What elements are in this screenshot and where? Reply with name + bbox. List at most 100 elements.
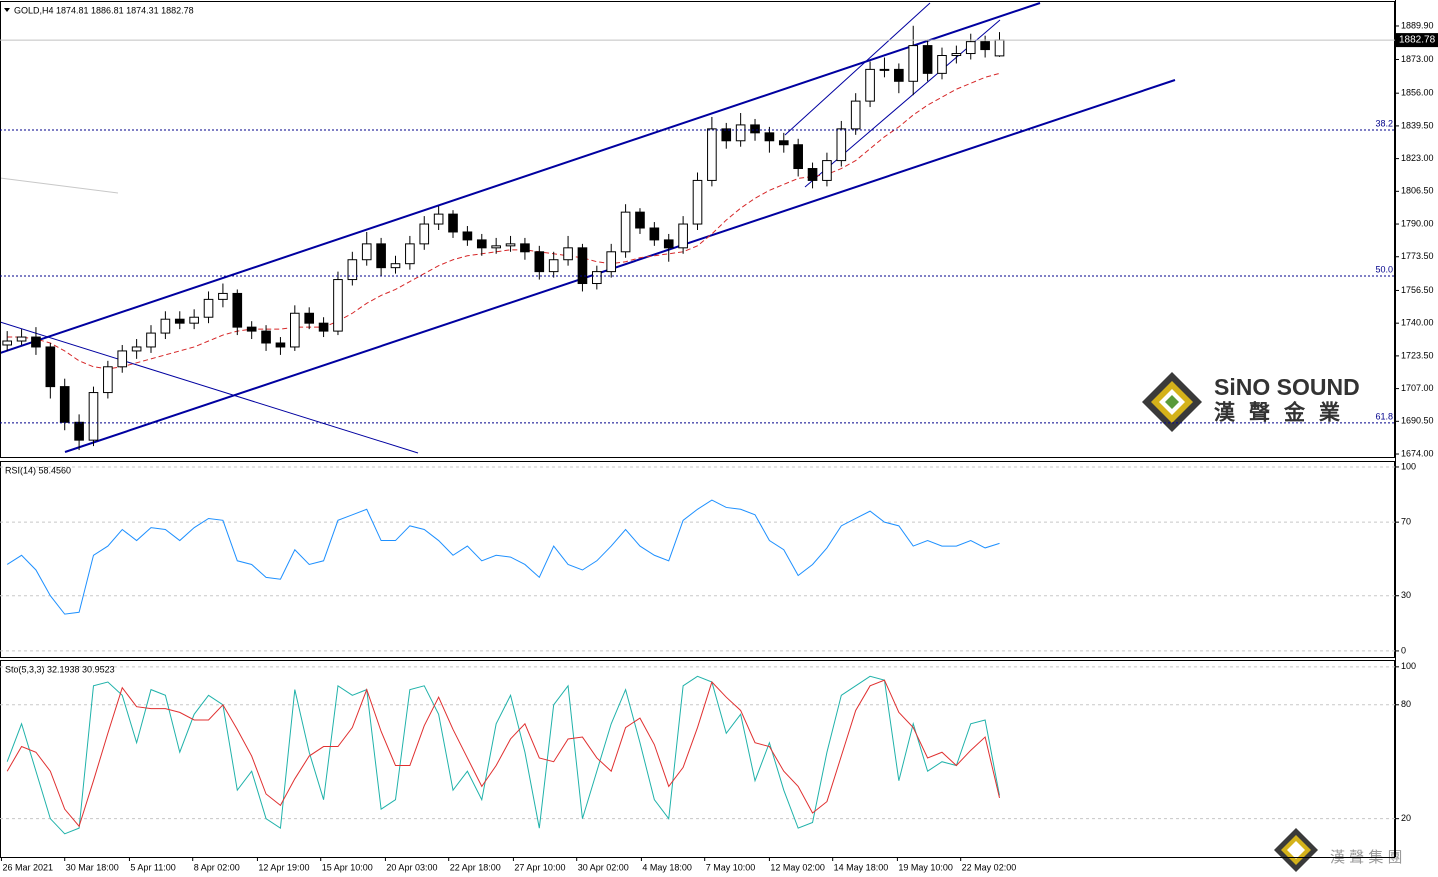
x-tick-label: 22 Apr 18:00 xyxy=(450,862,501,872)
candle-body xyxy=(462,231,473,241)
panel-frame xyxy=(0,1,1395,458)
y-tick-label: 1740.00 xyxy=(1401,318,1434,328)
y-tick-label: 1823.00 xyxy=(1401,153,1434,163)
candle-body xyxy=(793,144,803,170)
candle-body xyxy=(433,213,444,225)
candle-body xyxy=(994,39,1005,57)
candle-body xyxy=(548,259,559,273)
indicator-line xyxy=(6,499,1000,615)
x-tick-label: 26 Mar 2021 xyxy=(2,862,53,872)
candle-body xyxy=(778,140,789,146)
candle-body xyxy=(563,247,573,261)
last-price-label: 1882.78 xyxy=(1399,35,1436,46)
candle-body xyxy=(592,271,602,285)
x-tick-label: 4 May 18:00 xyxy=(642,862,692,872)
y-tick-label: 0 xyxy=(1401,645,1406,655)
candle-body xyxy=(491,245,501,249)
candle-body xyxy=(376,243,386,269)
level-label: 50.0 xyxy=(1375,264,1393,274)
candle-body xyxy=(174,318,185,324)
candle-body xyxy=(850,100,861,130)
drawings xyxy=(0,2,1176,454)
candle-body xyxy=(750,124,760,134)
candle-body xyxy=(692,179,703,225)
y-tick-label: 100 xyxy=(1401,661,1416,671)
candle-body xyxy=(606,251,617,273)
candle-body xyxy=(520,243,530,253)
candle-body xyxy=(649,227,660,241)
candle-body xyxy=(203,298,214,318)
y-tick-label: 1873.00 xyxy=(1401,54,1434,64)
candle-body xyxy=(405,243,415,265)
candle-body xyxy=(131,346,142,352)
candle-body xyxy=(189,316,199,324)
x-tick-label: 22 May 02:00 xyxy=(962,862,1017,872)
candle-body xyxy=(146,332,156,348)
candle-body xyxy=(965,41,976,55)
panel-title: GOLD,H4 1874.81 1886.81 1874.31 1882.78 xyxy=(14,5,194,15)
candle-body xyxy=(117,350,128,368)
candle-body xyxy=(476,239,487,249)
x-tick-label: 8 Apr 02:00 xyxy=(194,862,240,872)
candle-body xyxy=(822,160,832,181)
candle-body xyxy=(764,132,775,142)
candle-body xyxy=(721,128,732,142)
candle-body xyxy=(707,128,717,181)
x-tick-label: 5 Apr 11:00 xyxy=(130,862,175,872)
trend-line xyxy=(0,177,119,194)
candle-body xyxy=(735,124,746,142)
candle-body xyxy=(290,312,300,348)
logo-diamond xyxy=(1165,395,1179,409)
level-label: 38.2 xyxy=(1375,118,1393,128)
panel-frame xyxy=(0,461,1395,658)
x-tick-label: 30 Mar 18:00 xyxy=(66,862,119,872)
trend-line xyxy=(0,321,419,454)
indicator-line xyxy=(6,679,1000,828)
candle-body xyxy=(951,53,962,57)
y-tick-label: 1674.00 xyxy=(1401,448,1434,458)
y-tick-label: 70 xyxy=(1401,517,1411,527)
candle-body xyxy=(937,55,947,74)
candle-body xyxy=(59,386,70,423)
y-tick-label: 1690.50 xyxy=(1401,416,1434,426)
candle-body xyxy=(74,421,84,441)
y-tick-label: 1806.50 xyxy=(1401,186,1434,196)
y-tick-label: 1889.90 xyxy=(1401,20,1434,30)
candle-body xyxy=(2,340,13,346)
candle-body xyxy=(635,211,645,229)
y-tick-label: 80 xyxy=(1401,699,1411,709)
candle-body xyxy=(246,326,257,332)
level-label: 61.8 xyxy=(1375,411,1393,421)
candle-body xyxy=(678,223,688,249)
candle-body xyxy=(419,223,430,245)
candle-body xyxy=(922,45,933,74)
candle-body xyxy=(879,68,890,71)
menu-arrow xyxy=(4,8,10,12)
candle-body xyxy=(45,346,56,388)
y-tick-label: 1790.00 xyxy=(1401,218,1434,228)
candle-body xyxy=(534,251,545,273)
x-tick-label: 20 Apr 03:00 xyxy=(386,862,437,872)
y-tick-label: 1723.50 xyxy=(1401,350,1434,360)
candle-body xyxy=(218,292,228,300)
logo-brand: SiNO SOUND xyxy=(1214,374,1360,400)
candle-body xyxy=(448,213,458,233)
candle-body xyxy=(304,312,315,324)
y-tick-label: 1707.00 xyxy=(1401,383,1434,393)
panel-title: RSI(14) 58.4560 xyxy=(5,465,71,475)
x-tick-label: 12 May 02:00 xyxy=(770,862,825,872)
candle-body xyxy=(160,318,171,334)
candle-body xyxy=(88,392,99,441)
candle-body xyxy=(361,243,372,261)
candle-body xyxy=(318,322,329,332)
x-tick-label: 19 May 10:00 xyxy=(898,862,953,872)
candle-body xyxy=(16,336,27,342)
candle-body xyxy=(577,247,588,285)
candle-body xyxy=(333,279,343,332)
x-tick-label: 27 Apr 10:00 xyxy=(514,862,565,872)
candle-body xyxy=(865,68,875,102)
last-price-box xyxy=(1396,33,1438,48)
candle-body xyxy=(620,211,631,253)
candle-body xyxy=(103,366,113,394)
candle-body xyxy=(908,45,919,82)
